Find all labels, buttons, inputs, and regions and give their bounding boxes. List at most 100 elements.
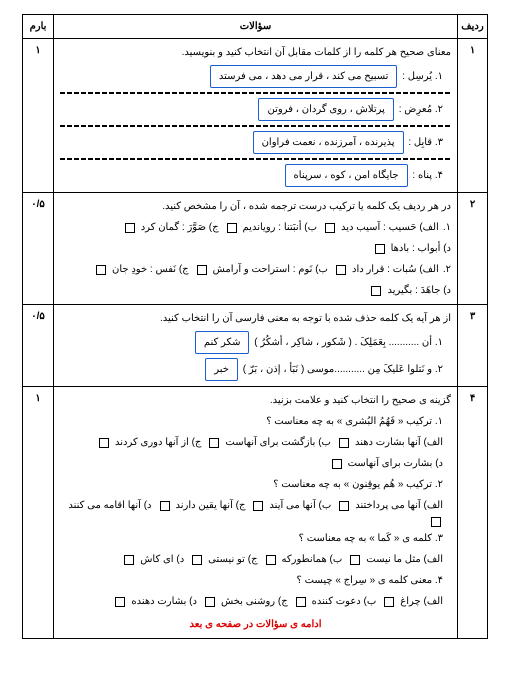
highlight-box: تسبیح می کند ، قرار می دهد ، می فرستد — [210, 65, 398, 88]
question-cell: معنای صحیح هر کلمه را از کلمات مقابل آن … — [53, 39, 457, 192]
exam-page: ردیف سؤالات بارم ۱ معنای صحیح هر کلمه را… — [22, 14, 488, 639]
option-text: ج) تو نیستی — [208, 550, 257, 569]
item-num: ۱. — [435, 337, 443, 348]
item-word: یُرسِل : — [402, 71, 432, 82]
item-word: پناه : — [412, 170, 432, 181]
checkbox[interactable] — [336, 265, 346, 275]
option-text: د) آنها اقامه می کنند — [68, 496, 151, 515]
question-cell: گزینه ی صحیح را انتخاب کنید و علامت بزنی… — [53, 387, 457, 638]
checkbox[interactable] — [325, 223, 335, 233]
checkbox[interactable] — [160, 501, 170, 511]
checkbox[interactable] — [209, 438, 219, 448]
checkbox[interactable] — [350, 555, 360, 565]
col-header-questions: سؤالات — [53, 15, 457, 38]
option-text: الف) سُبات : قرار داد — [352, 260, 439, 279]
fill-text: و نَتلوا عَلیکَ مِن ...........موسی ( نَ… — [243, 364, 432, 375]
item-num: ۳. — [435, 137, 443, 148]
checkbox[interactable] — [125, 223, 135, 233]
checkbox[interactable] — [192, 555, 202, 565]
checkbox[interactable] — [227, 223, 237, 233]
option-text: ب) نَوم : استراحت و آرامش — [213, 260, 328, 279]
option-text: الف) حَسیب : آسیب دید — [341, 218, 439, 237]
table-header: ردیف سؤالات بارم — [23, 15, 487, 39]
line-num: ۲. — [443, 260, 451, 279]
highlight-box: پرتلاش ، روی گردان ، فروتن — [258, 98, 393, 121]
row-barem: ۱ — [23, 39, 53, 192]
option-text: ب) دعوت کننده — [312, 592, 377, 611]
checkbox[interactable] — [384, 597, 394, 607]
row-number: ۳ — [457, 305, 487, 386]
item-num: ۴. — [435, 170, 443, 181]
checkbox[interactable] — [371, 286, 381, 296]
option-text: د) جاهَدَ : بگیرید — [387, 281, 451, 300]
checkbox[interactable] — [339, 501, 349, 511]
item-num: ۲. — [435, 364, 443, 375]
question-row: ۱ معنای صحیح هر کلمه را از کلمات مقابل آ… — [23, 39, 487, 193]
item-word: قابِل : — [408, 137, 432, 148]
question-cell: از هر آیه یک کلمه حذف شده با توجه به معن… — [53, 305, 457, 386]
option-text: د) أبواب : بادها — [391, 239, 451, 258]
separator-line — [60, 125, 451, 127]
col-header-radif: ردیف — [457, 15, 487, 38]
row-barem: ۰/۵ — [23, 305, 53, 386]
question-prompt: در هر ردیف یک کلمه یا ترکیب درست ترجمه ش… — [60, 197, 451, 216]
item-word: مُعرِض : — [399, 104, 432, 115]
option-text: د) بشارت دهنده — [131, 592, 197, 611]
checkbox[interactable] — [339, 438, 349, 448]
row-barem: ۰/۵ — [23, 193, 53, 304]
highlight-box: پذیرنده ، آمرزنده ، نعمت فراوان — [253, 131, 404, 154]
checkbox[interactable] — [431, 517, 441, 527]
checkbox[interactable] — [332, 459, 342, 469]
footer-continue: ادامه ی سؤالات در صفحه ی بعد — [60, 611, 451, 634]
checkbox[interactable] — [375, 244, 385, 254]
question-prompt: معنای صحیح هر کلمه را از کلمات مقابل آن … — [60, 43, 451, 62]
question-row: ۴ گزینه ی صحیح را انتخاب کنید و علامت بز… — [23, 387, 487, 639]
option-text: الف) مثل ما نیست — [366, 550, 443, 569]
option-text: د) بشارت برای آنهاست — [348, 454, 443, 473]
checkbox[interactable] — [96, 265, 106, 275]
option-text: ب) همانطورکه — [282, 550, 343, 569]
question-prompt: گزینه ی صحیح را انتخاب کنید و علامت بزنی… — [60, 391, 451, 410]
checkbox[interactable] — [124, 555, 134, 565]
checkbox[interactable] — [197, 265, 207, 275]
question-prompt: از هر آیه یک کلمه حذف شده با توجه به معن… — [60, 309, 451, 328]
mc-question: ۴. معنی کلمه ی « سِراج » چیست ؟ — [60, 571, 451, 590]
option-text: ج) صَوَّرَ : گمان کرد — [141, 218, 219, 237]
option-text: ب) أنبَتنا : رویاندیم — [243, 218, 317, 237]
checkbox[interactable] — [266, 555, 276, 565]
row-number: ۴ — [457, 387, 487, 638]
fill-text: أن ........... بِعَمَلِکَ . ( شَکور ، شا… — [254, 337, 432, 348]
checkbox[interactable] — [99, 438, 109, 448]
separator-line — [60, 92, 451, 94]
highlight-box: خبر — [205, 358, 238, 381]
checkbox[interactable] — [205, 597, 215, 607]
row-barem: ۱ — [23, 387, 53, 638]
row-number: ۱ — [457, 39, 487, 192]
mc-question: ۱. ترکیب « فَهُمُ البُشری » به چه معناست… — [60, 412, 451, 431]
item-num: ۲. — [435, 104, 443, 115]
checkbox[interactable] — [253, 501, 263, 511]
option-text: ج) نَفس : خودِ جان — [112, 260, 189, 279]
row-number: ۲ — [457, 193, 487, 304]
question-row: ۳ از هر آیه یک کلمه حذف شده با توجه به م… — [23, 305, 487, 387]
option-text: ج) روشنی بخش — [221, 592, 288, 611]
option-text: ج) آنها یقین دارند — [176, 496, 246, 515]
option-text: ب) بازگشت برای آنهاست — [225, 433, 331, 452]
question-row: ۲ در هر ردیف یک کلمه یا ترکیب درست ترجمه… — [23, 193, 487, 305]
line-num: ۱. — [443, 218, 451, 237]
highlight-box: جایگاه امن ، کوه ، سرپناه — [285, 164, 408, 187]
option-text: الف) آنها می پرداختند — [355, 496, 443, 515]
option-text: ج) از آنها دوری کردند — [115, 433, 201, 452]
col-header-barem: بارم — [23, 15, 53, 38]
checkbox[interactable] — [115, 597, 125, 607]
option-text: د) ای کاش — [140, 550, 184, 569]
option-text: الف) چراغ — [400, 592, 443, 611]
option-text: الف) آنها بشارت دهند — [355, 433, 443, 452]
highlight-box: شکر کنم — [195, 331, 250, 354]
mc-question: ۲. ترکیب « هُم یوقِنون » به چه معناست ؟ — [60, 475, 451, 494]
option-text: ب) آنها می آیند — [269, 496, 331, 515]
mc-question: ۳. کلمه ی « کَما » به چه معناست ؟ — [60, 529, 451, 548]
question-cell: در هر ردیف یک کلمه یا ترکیب درست ترجمه ش… — [53, 193, 457, 304]
separator-line — [60, 158, 451, 160]
checkbox[interactable] — [296, 597, 306, 607]
